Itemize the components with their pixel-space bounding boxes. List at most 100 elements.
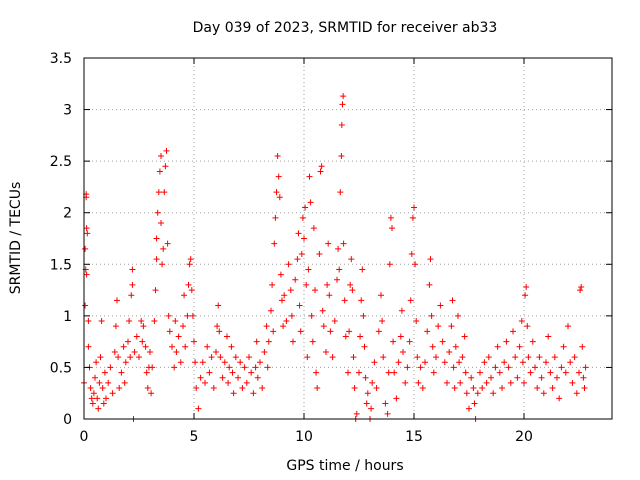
- data-point-marker: [295, 230, 302, 237]
- data-point-marker: [380, 354, 387, 361]
- y-tick-label: 1: [63, 309, 72, 325]
- data-point-marker: [452, 343, 459, 350]
- data-point-marker: [492, 364, 499, 371]
- data-point-marker: [433, 354, 439, 361]
- data-point-marker: [409, 214, 416, 221]
- data-point-marker: [162, 163, 169, 170]
- data-point-marker: [140, 323, 147, 330]
- data-point-marker: [290, 338, 296, 345]
- data-point-marker: [519, 359, 526, 366]
- data-point-marker: [340, 240, 347, 247]
- data-point-marker: [359, 266, 366, 273]
- data-point-marker: [217, 354, 224, 361]
- data-point-marker: [499, 385, 505, 392]
- data-point-marker: [191, 338, 197, 345]
- data-point-marker: [248, 369, 255, 376]
- data-point-marker: [337, 189, 344, 196]
- data-point-marker: [397, 333, 404, 340]
- data-point-marker: [538, 374, 545, 381]
- data-point-marker: [407, 297, 414, 304]
- data-point-marker: [94, 395, 101, 402]
- data-point-marker: [360, 312, 367, 319]
- data-point-marker: [342, 333, 349, 340]
- data-point-marker: [466, 405, 472, 412]
- data-point-marker: [402, 379, 409, 386]
- data-point-marker: [361, 343, 368, 350]
- data-point-marker: [175, 333, 182, 340]
- data-point-marker: [163, 147, 170, 154]
- data-point-marker: [235, 374, 241, 381]
- data-point-marker: [265, 338, 272, 345]
- data-point-marker: [166, 328, 173, 335]
- data-point-marker: [338, 122, 345, 129]
- grid-lines: [84, 58, 612, 419]
- x-tick-label: 10: [295, 429, 313, 445]
- data-point-marker: [83, 271, 90, 278]
- data-point-marker: [153, 235, 160, 242]
- data-point-marker: [334, 276, 340, 283]
- data-point-marker: [219, 374, 226, 381]
- data-point-marker: [395, 359, 402, 366]
- data-point-marker: [411, 204, 417, 211]
- data-point-marker: [237, 359, 244, 366]
- data-point-marker: [349, 287, 356, 294]
- data-point-marker: [518, 318, 525, 325]
- data-point-marker: [503, 338, 510, 345]
- data-point-marker: [327, 328, 334, 335]
- data-point-marker: [224, 333, 230, 340]
- data-point-marker: [100, 400, 107, 407]
- data-point-marker: [188, 287, 195, 294]
- data-point-marker: [308, 312, 315, 319]
- data-point-marker: [505, 364, 512, 371]
- data-point-marker: [521, 379, 527, 386]
- data-point-marker: [393, 395, 400, 402]
- data-point-marker: [415, 379, 422, 386]
- data-point-marker: [304, 354, 311, 361]
- data-point-marker: [144, 385, 151, 392]
- data-point-marker: [571, 354, 578, 361]
- data-point-marker: [280, 323, 287, 330]
- data-point-marker: [364, 390, 371, 397]
- data-point-marker: [470, 385, 477, 392]
- data-point-marker: [540, 390, 547, 397]
- data-point-marker: [569, 379, 576, 386]
- data-point-marker: [389, 225, 395, 232]
- data-point-marker: [171, 364, 178, 371]
- data-point-marker: [335, 245, 342, 252]
- data-point-marker: [319, 307, 326, 314]
- data-point-marker: [208, 354, 215, 361]
- data-point-marker: [138, 318, 145, 325]
- data-point-marker: [136, 354, 142, 361]
- x-tick-label: 15: [405, 429, 423, 445]
- y-tick-label: 0.5: [50, 360, 72, 376]
- data-point-marker: [554, 374, 560, 381]
- data-point-marker: [159, 261, 166, 268]
- data-points: [81, 93, 589, 422]
- data-point-marker: [120, 343, 127, 350]
- data-point-marker: [441, 359, 448, 366]
- data-point-marker: [524, 323, 531, 330]
- data-point-marker: [406, 338, 413, 345]
- data-point-marker: [356, 369, 362, 376]
- data-point-marker: [103, 395, 109, 402]
- data-point-marker: [573, 390, 580, 397]
- data-point-marker: [133, 333, 140, 340]
- data-point-marker: [523, 283, 530, 290]
- data-point-marker: [197, 374, 204, 381]
- data-point-marker: [424, 328, 431, 335]
- data-point-marker: [172, 318, 179, 325]
- data-point-marker: [184, 312, 191, 319]
- data-point-marker: [298, 250, 305, 257]
- data-point-marker: [324, 281, 331, 288]
- data-point-marker: [139, 338, 146, 345]
- data-point-marker: [93, 359, 100, 366]
- data-point-marker: [158, 220, 164, 227]
- data-point-marker: [155, 189, 162, 196]
- data-point-marker: [363, 400, 370, 407]
- data-point-marker: [309, 338, 316, 345]
- data-point-marker: [210, 385, 217, 392]
- data-point-marker: [241, 364, 248, 371]
- data-point-marker: [156, 168, 163, 175]
- data-point-marker: [534, 385, 541, 392]
